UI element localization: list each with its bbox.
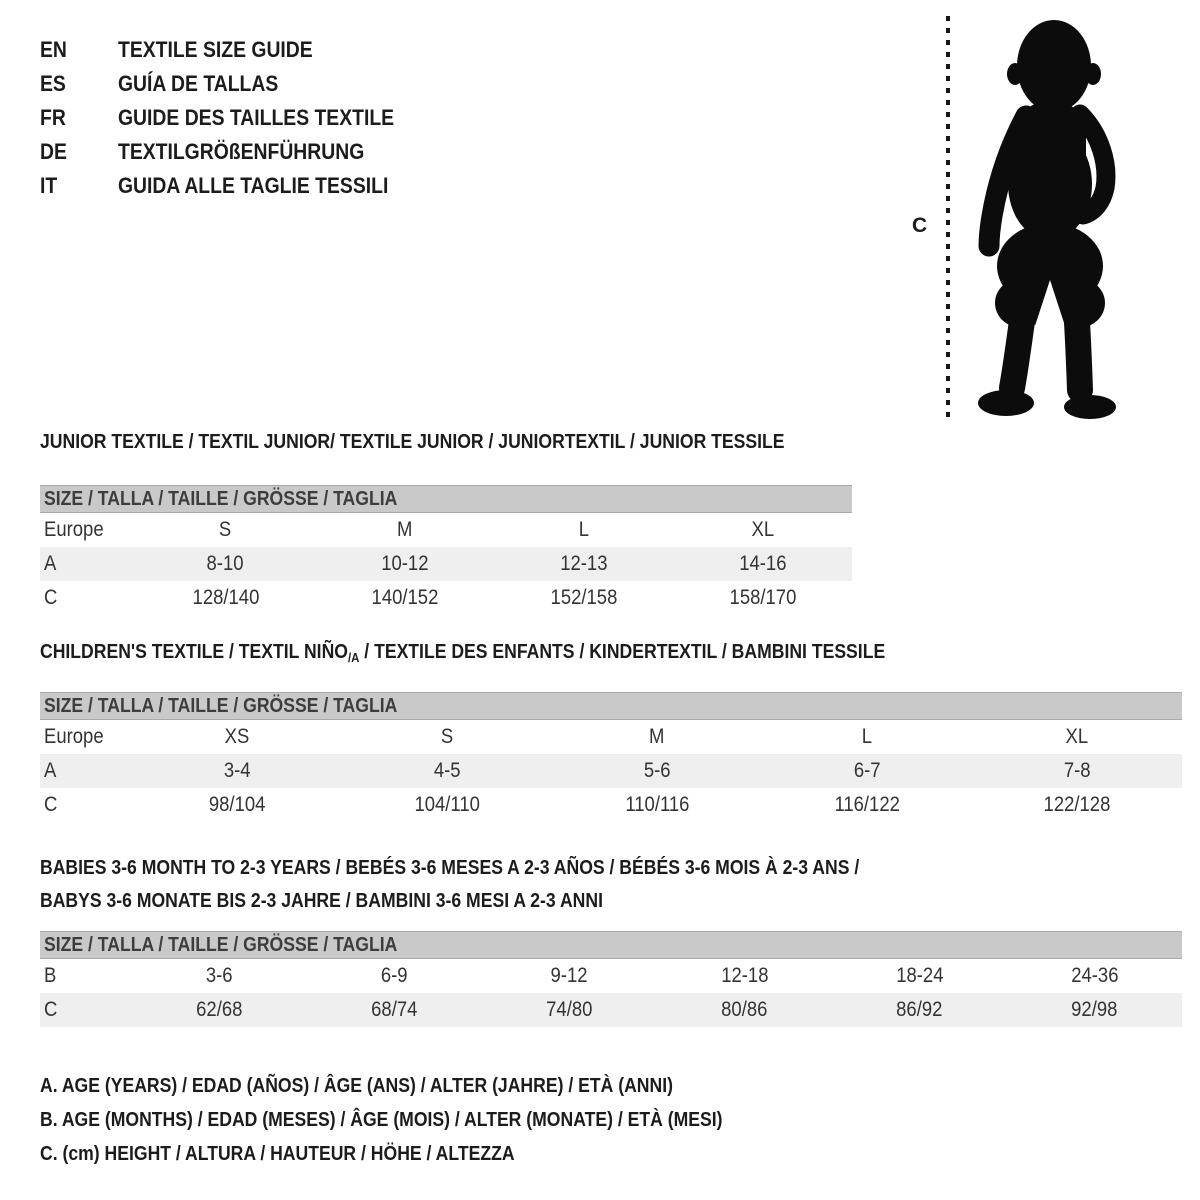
size-cell: 9-12 [551, 964, 588, 987]
table-row: A 8-10 10-12 12-13 14-16 [40, 547, 852, 581]
table-row: B 3-6 6-9 9-12 12-18 18-24 24-36 [40, 959, 1182, 993]
size-cell: 80/86 [721, 998, 768, 1021]
size-cell: 10-12 [380, 552, 429, 575]
size-cell: 104/110 [414, 793, 480, 816]
section-title: JUNIOR TEXTILE / TEXTIL JUNIOR/ TEXTILE … [40, 431, 785, 453]
size-cell: 140/152 [371, 586, 438, 609]
size-cell: 18-24 [895, 964, 944, 987]
language-row-es: ES GUÍA DE TALLAS [40, 67, 432, 101]
table-row: C 98/104 104/110 110/116 116/122 122/128 [40, 788, 1182, 822]
table-row: C 62/68 68/74 74/80 80/86 86/92 92/98 [40, 993, 1182, 1027]
row-label: C [44, 793, 58, 816]
table-row: A 3-4 4-5 5-6 6-7 7-8 [40, 754, 1182, 788]
nino-a-subscript: /A [347, 650, 360, 665]
language-code: EN [40, 37, 67, 62]
size-cell: L [861, 725, 873, 748]
size-cell: 6-9 [381, 964, 408, 987]
height-measure-label: C [912, 214, 928, 237]
language-list: EN TEXTILE SIZE GUIDE ES GUÍA DE TALLAS … [40, 33, 432, 203]
size-cell: 24-36 [1070, 964, 1119, 987]
footnote-c: C. (cm) HEIGHT / ALTURA / HAUTEUR / HÖHE… [40, 1142, 515, 1165]
children-size-table: SIZE / TALLA / TAILLE / GRÖSSE / TAGLIA … [40, 692, 1182, 822]
size-cell: L [578, 518, 589, 541]
size-header-bar: SIZE / TALLA / TAILLE / GRÖSSE / TAGLIA [40, 931, 1182, 959]
size-cell: XL [1065, 725, 1089, 748]
section-babies-textile: BABIES 3-6 MONTH TO 2-3 YEARS / BEBÉS 3-… [40, 852, 1182, 1027]
toddler-silhouette-icon [978, 20, 1116, 419]
size-header-bar: SIZE / TALLA / TAILLE / GRÖSSE / TAGLIA [40, 485, 852, 513]
size-cell: S [440, 725, 454, 748]
size-cell: 4-5 [433, 759, 461, 782]
language-row-de: DE TEXTILGRÖßENFÜHRUNG [40, 135, 432, 169]
size-cell: 128/140 [192, 586, 259, 609]
size-cell: 86/92 [896, 998, 943, 1021]
size-cell: 12-18 [720, 964, 769, 987]
height-measure-dashed-line [946, 16, 950, 418]
language-title: GUIDA ALLE TAGLIE TESSILI [118, 173, 389, 198]
size-cell: M [396, 518, 413, 541]
size-cell: 62/68 [196, 998, 243, 1021]
size-cell: 152/158 [550, 586, 617, 609]
junior-size-table: SIZE / TALLA / TAILLE / GRÖSSE / TAGLIA … [40, 485, 852, 615]
size-cell: 8-10 [207, 552, 244, 575]
babies-size-table: SIZE / TALLA / TAILLE / GRÖSSE / TAGLIA … [40, 931, 1182, 1027]
size-header-label: SIZE / TALLA / TAILLE / GRÖSSE / TAGLIA [44, 933, 398, 956]
size-cell: 92/98 [1071, 998, 1118, 1021]
section-junior-textile: JUNIOR TEXTILE / TEXTIL JUNIOR/ TEXTILE … [40, 431, 852, 615]
section-childrens-textile: CHILDREN'S TEXTILE / TEXTIL NIÑO/A / TEX… [40, 641, 1182, 822]
size-cell: XS [224, 725, 250, 748]
size-cell: 12-13 [559, 552, 608, 575]
footnote-b: B. AGE (MONTHS) / EDAD (MESES) / ÂGE (MO… [40, 1108, 723, 1131]
size-header-label: SIZE / TALLA / TAILLE / GRÖSSE / TAGLIA [44, 487, 398, 510]
size-cell: 14-16 [738, 552, 787, 575]
size-cell: XL [751, 518, 774, 541]
language-title: TEXTILE SIZE GUIDE [118, 37, 313, 62]
size-cell: 7-8 [1063, 759, 1091, 782]
size-cell: 74/80 [546, 998, 593, 1021]
language-code: FR [40, 105, 66, 130]
row-label: Europe [44, 725, 104, 748]
section-title-line-2: BABYS 3-6 MONATE BIS 2-3 JAHRE / BAMBINI… [40, 890, 603, 912]
language-row-en: EN TEXTILE SIZE GUIDE [40, 33, 432, 67]
size-cell: 3-4 [223, 759, 251, 782]
size-header-bar: SIZE / TALLA / TAILLE / GRÖSSE / TAGLIA [40, 692, 1182, 720]
language-row-fr: FR GUIDE DES TAILLES TEXTILE [40, 101, 432, 135]
language-code: ES [40, 71, 66, 96]
row-label: C [44, 998, 58, 1021]
section-title: CHILDREN'S TEXTILE / TEXTIL NIÑO/A / TEX… [40, 641, 886, 665]
size-cell: 6-7 [853, 759, 881, 782]
footnote-legend: A. AGE (YEARS) / EDAD (AÑOS) / ÂGE (ANS)… [40, 1069, 816, 1171]
row-label: A [44, 552, 57, 575]
row-label: C [44, 586, 58, 609]
size-cell: 3-6 [206, 964, 233, 987]
size-cell: M [649, 725, 665, 748]
size-cell: S [219, 518, 232, 541]
table-row: Europe XS S M L XL [40, 720, 1182, 754]
language-code: IT [40, 173, 58, 198]
size-cell: 158/170 [729, 586, 796, 609]
size-cell: 5-6 [643, 759, 671, 782]
language-code: DE [40, 139, 67, 164]
section-title-line-1: BABIES 3-6 MONTH TO 2-3 YEARS / BEBÉS 3-… [40, 857, 860, 879]
language-row-it: IT GUIDA ALLE TAGLIE TESSILI [40, 169, 432, 203]
language-title: TEXTILGRÖßENFÜHRUNG [118, 139, 365, 164]
size-cell: 98/104 [208, 793, 266, 816]
footnote-a: A. AGE (YEARS) / EDAD (AÑOS) / ÂGE (ANS)… [40, 1074, 673, 1097]
table-row: C 128/140 140/152 152/158 158/170 [40, 581, 852, 615]
language-title: GUÍA DE TALLAS [118, 71, 279, 96]
size-cell: 110/116 [624, 793, 690, 816]
row-label: A [44, 759, 57, 782]
table-row: Europe S M L XL [40, 513, 852, 547]
size-cell: 68/74 [371, 998, 418, 1021]
size-cell: 122/128 [1043, 793, 1111, 816]
size-header-label: SIZE / TALLA / TAILLE / GRÖSSE / TAGLIA [44, 694, 398, 717]
row-label: Europe [44, 518, 104, 541]
size-cell: 116/122 [834, 793, 900, 816]
row-label: B [44, 964, 57, 987]
language-title: GUIDE DES TAILLES TEXTILE [118, 105, 395, 130]
